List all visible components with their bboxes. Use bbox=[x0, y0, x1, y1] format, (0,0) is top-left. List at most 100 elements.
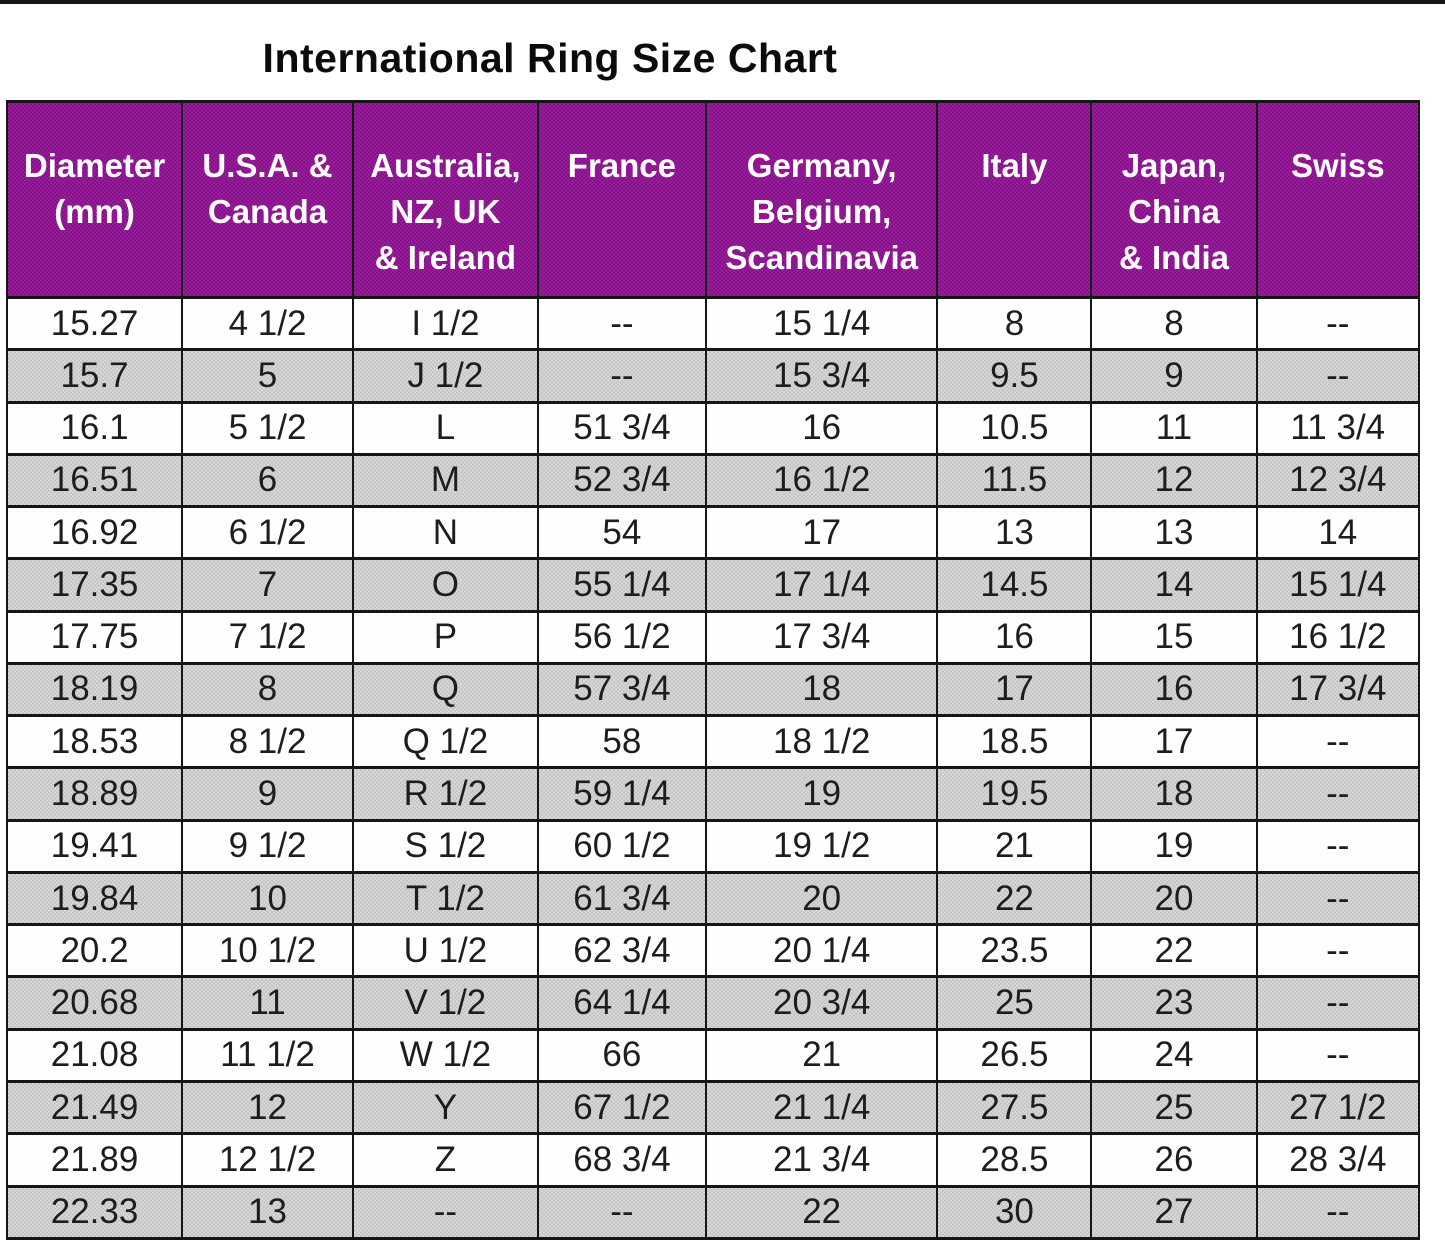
table-cell: J 1/2 bbox=[351, 348, 539, 404]
table-cell: -- bbox=[1255, 818, 1421, 874]
table-cell: 56 1/2 bbox=[536, 609, 707, 665]
table-row: 21.49 12 Y 67 1/2 21 1/4 27.5 25 27 1/2 bbox=[5, 1079, 1421, 1136]
table-cell: 22.33 bbox=[5, 1184, 184, 1241]
table-cell: 17 bbox=[1090, 714, 1258, 770]
column-header: Swiss bbox=[1255, 100, 1421, 299]
table-cell: 6 bbox=[181, 452, 354, 509]
table-cell: 15 bbox=[1090, 609, 1258, 665]
table-cell: 20.68 bbox=[5, 975, 184, 1031]
table-cell: 18.5 bbox=[936, 714, 1093, 770]
table-cell: 27 bbox=[1090, 1184, 1258, 1241]
table-cell: 21.89 bbox=[5, 1132, 184, 1188]
table-cell: 14.5 bbox=[936, 557, 1093, 613]
table-cell: M bbox=[351, 452, 539, 509]
table-cell: 11 bbox=[181, 975, 354, 1031]
table-cell: 17.35 bbox=[5, 557, 184, 613]
table-cell: 25 bbox=[1090, 1079, 1258, 1136]
table-cell: V 1/2 bbox=[351, 975, 539, 1031]
table-cell: 16 bbox=[1090, 661, 1258, 718]
table-cell: Q 1/2 bbox=[351, 714, 539, 770]
table-cell: 18 bbox=[704, 661, 939, 718]
table-cell: 64 1/4 bbox=[536, 975, 707, 1031]
table-row: 20.68 11 V 1/2 64 1/4 20 3/4 25 23 -- bbox=[5, 975, 1421, 1031]
table-cell: 20 3/4 bbox=[704, 975, 939, 1031]
table-cell: 58 bbox=[536, 714, 707, 770]
table-cell: L bbox=[351, 400, 539, 456]
table-cell: 17 3/4 bbox=[1255, 661, 1421, 718]
table-cell: 21.08 bbox=[5, 1027, 184, 1083]
table-cell: 18.89 bbox=[5, 766, 184, 822]
table-cell: 17.75 bbox=[5, 609, 184, 665]
table-cell: 15 1/4 bbox=[704, 295, 939, 352]
table-cell: -- bbox=[1255, 295, 1421, 352]
table-row: 18.89 9 R 1/2 59 1/4 19 19.5 18 -- bbox=[5, 766, 1421, 822]
table-cell: 52 3/4 bbox=[536, 452, 707, 509]
table-cell: 11 3/4 bbox=[1255, 400, 1421, 456]
table-cell: 21.49 bbox=[5, 1079, 184, 1136]
table-cell: 8 1/2 bbox=[181, 714, 354, 770]
table-cell: 23 bbox=[1090, 975, 1258, 1031]
table-cell: 9 1/2 bbox=[181, 818, 354, 874]
table-cell: 13 bbox=[936, 505, 1093, 561]
table-cell: 9 bbox=[1090, 348, 1258, 404]
table-cell: 5 bbox=[181, 348, 354, 404]
table-row: 16.92 6 1/2 N 54 17 13 13 14 bbox=[5, 505, 1421, 561]
table-cell: 30 bbox=[936, 1184, 1093, 1241]
table-cell: 19.41 bbox=[5, 818, 184, 874]
table-cell: 67 1/2 bbox=[536, 1079, 707, 1136]
table-cell: 61 3/4 bbox=[536, 870, 707, 927]
table-cell: Z bbox=[351, 1132, 539, 1188]
table-cell: 51 3/4 bbox=[536, 400, 707, 456]
table-cell: 12 1/2 bbox=[181, 1132, 354, 1188]
ring-size-table: Diameter (mm) U.S.A. & Canada Australia, N… bbox=[5, 100, 1421, 1241]
table-cell: 18 bbox=[1090, 766, 1258, 822]
table-cell: I 1/2 bbox=[351, 295, 539, 352]
table-cell: 15 3/4 bbox=[704, 348, 939, 404]
table-cell: 22 bbox=[1090, 923, 1258, 979]
table-cell: Y bbox=[351, 1079, 539, 1136]
table-cell: 14 bbox=[1090, 557, 1258, 613]
table-cell: -- bbox=[1255, 348, 1421, 404]
table-cell: 12 3/4 bbox=[1255, 452, 1421, 509]
column-header: Japan, China & India bbox=[1090, 100, 1258, 299]
table-cell: 7 bbox=[181, 557, 354, 613]
table-cell: 68 3/4 bbox=[536, 1132, 707, 1188]
table-cell: P bbox=[351, 609, 539, 665]
table-cell: -- bbox=[1255, 975, 1421, 1031]
table-cell: 4 1/2 bbox=[181, 295, 354, 352]
table-row: 15.7 5 J 1/2 -- 15 3/4 9.5 9 -- bbox=[5, 348, 1421, 404]
table-cell: 16 bbox=[936, 609, 1093, 665]
table-cell: 15 1/4 bbox=[1255, 557, 1421, 613]
column-header: Diameter (mm) bbox=[5, 100, 184, 299]
table-cell: 20.2 bbox=[5, 923, 184, 979]
table-row: 15.27 4 1/2 I 1/2 -- 15 1/4 8 8 -- bbox=[5, 295, 1421, 352]
table-cell: 11 bbox=[1090, 400, 1258, 456]
table-cell: 19.5 bbox=[936, 766, 1093, 822]
table-cell: 8 bbox=[936, 295, 1093, 352]
table-cell: 18.19 bbox=[5, 661, 184, 718]
table-cell: S 1/2 bbox=[351, 818, 539, 874]
column-header: Australia, NZ, UK & Ireland bbox=[351, 100, 539, 299]
table-cell: 19 bbox=[704, 766, 939, 822]
table-cell: 27.5 bbox=[936, 1079, 1093, 1136]
table-cell: 11 1/2 bbox=[181, 1027, 354, 1083]
table-cell: 26.5 bbox=[936, 1027, 1093, 1083]
table-cell: 11.5 bbox=[936, 452, 1093, 509]
table-cell: 17 bbox=[704, 505, 939, 561]
table-cell: 12 bbox=[1090, 452, 1258, 509]
table-cell: 26 bbox=[1090, 1132, 1258, 1188]
table-cell: 66 bbox=[536, 1027, 707, 1083]
table-header: Diameter (mm) U.S.A. & Canada Australia, N… bbox=[5, 100, 1421, 299]
table-cell: 18 1/2 bbox=[704, 714, 939, 770]
table-cell: 16 1/2 bbox=[704, 452, 939, 509]
table-cell: 62 3/4 bbox=[536, 923, 707, 979]
table-cell: N bbox=[351, 505, 539, 561]
table-cell: 10 bbox=[181, 870, 354, 927]
table-cell: 22 bbox=[704, 1184, 939, 1241]
table-cell: Q bbox=[351, 661, 539, 718]
table-cell: 23.5 bbox=[936, 923, 1093, 979]
table-cell: 6 1/2 bbox=[181, 505, 354, 561]
column-header: Italy bbox=[936, 100, 1093, 299]
table-row: 18.53 8 1/2 Q 1/2 58 18 1/2 18.5 17 -- bbox=[5, 714, 1421, 770]
table-cell: 21 1/4 bbox=[704, 1079, 939, 1136]
